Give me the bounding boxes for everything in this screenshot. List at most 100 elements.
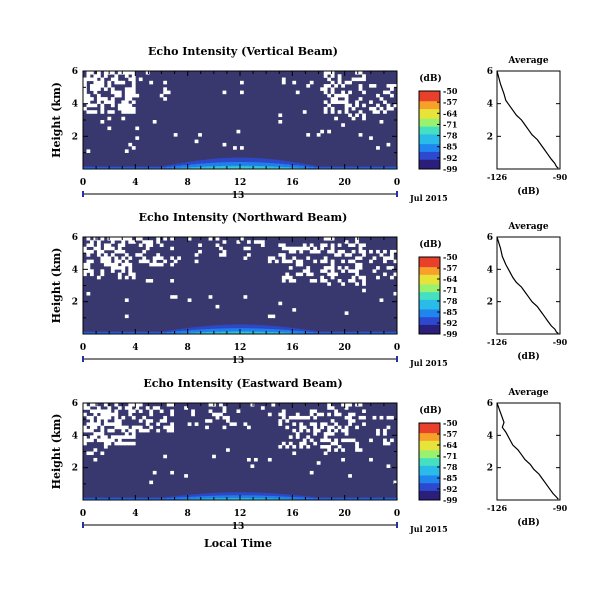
missing-cell: [330, 425, 335, 430]
colorbar-segment: [419, 484, 440, 488]
echo-cell: [166, 332, 172, 334]
missing-cell: [288, 279, 293, 283]
missing-cell: [114, 403, 119, 407]
missing-cell: [323, 259, 328, 264]
echo-cell: [289, 496, 295, 500]
echo-cell: [289, 330, 295, 334]
missing-cell: [170, 295, 175, 299]
colorbar-tick-label: -71: [443, 285, 457, 295]
missing-cell: [107, 428, 112, 433]
colorbar-segment: [419, 297, 440, 300]
echo-cell: [293, 330, 300, 334]
missing-cell: [344, 253, 349, 257]
echo-cell: [244, 328, 251, 334]
missing-cell: [351, 438, 356, 443]
missing-cell: [369, 84, 373, 88]
missing-cell: [281, 256, 286, 260]
missing-cell: [159, 419, 164, 423]
echo-cell: [156, 332, 163, 334]
echo-cell: [190, 496, 197, 500]
missing-cell: [306, 428, 311, 433]
missing-cell: [288, 441, 293, 446]
missing-cell: [341, 84, 345, 88]
missing-cell: [93, 84, 98, 88]
missing-cell: [285, 275, 290, 280]
colorbar-segment: [419, 131, 440, 135]
heatmap-field: [83, 237, 397, 334]
x-tick-label: 12: [234, 343, 247, 353]
missing-cell: [93, 409, 98, 413]
missing-cell: [299, 415, 304, 420]
missing-cell: [124, 237, 129, 241]
average-x-label: (dB): [517, 351, 539, 362]
missing-cell: [194, 422, 199, 426]
echo-cell: [230, 167, 236, 169]
missing-cell: [281, 275, 286, 280]
missing-cell: [330, 90, 335, 95]
echo-cell: [244, 167, 251, 169]
colorbar-segment: [419, 465, 440, 468]
missing-cell: [149, 419, 154, 423]
missing-cell: [341, 269, 345, 273]
missing-cell: [372, 110, 377, 114]
echo-cell: [181, 497, 187, 500]
x-axis: 0 4 8 12 16 20 0: [80, 237, 400, 353]
missing-cell: [372, 269, 377, 273]
missing-cell: [103, 74, 108, 78]
echo-cell: [200, 332, 207, 334]
echo-cell: [279, 329, 285, 334]
missing-cell: [327, 438, 332, 443]
y-tick-label: 6: [72, 67, 78, 77]
echo-cell: [171, 331, 177, 334]
echo-cell: [87, 498, 94, 500]
missing-cell: [194, 259, 199, 264]
missing-cell: [355, 445, 359, 449]
echo-cell: [259, 495, 266, 500]
missing-cell: [390, 106, 394, 111]
echo-cell: [235, 161, 241, 169]
missing-cell: [390, 249, 394, 254]
missing-cell: [362, 415, 366, 420]
missing-cell: [267, 412, 272, 417]
missing-cell: [379, 106, 384, 111]
missing-cell: [330, 259, 335, 264]
missing-cell: [135, 403, 140, 407]
missing-cell: [390, 84, 394, 88]
average-line: [496, 236, 559, 334]
missing-cell: [236, 129, 241, 134]
missing-cell: [327, 425, 332, 430]
missing-cell: [383, 428, 387, 433]
missing-cell: [285, 246, 290, 251]
missing-cell: [344, 97, 349, 101]
missing-cell: [390, 256, 394, 260]
missing-cell: [358, 97, 363, 101]
missing-cell: [376, 93, 380, 98]
colorbar-segment: [419, 314, 440, 318]
colorbar-segment: [419, 92, 440, 96]
missing-cell: [93, 457, 98, 462]
echo-cell: [136, 498, 143, 500]
missing-data: [83, 237, 398, 319]
missing-cell: [292, 451, 297, 456]
missing-cell: [96, 422, 101, 426]
missing-cell: [379, 253, 384, 257]
echo-cell: [269, 495, 275, 500]
echo-cell: [323, 167, 329, 169]
y-axis-label: Height (km): [50, 248, 63, 324]
missing-cell: [344, 240, 349, 244]
missing-cell: [309, 470, 314, 475]
missing-cell: [103, 419, 108, 423]
missing-cell: [355, 77, 359, 82]
missing-cell: [327, 403, 332, 407]
missing-cell: [107, 116, 112, 121]
missing-cell: [243, 256, 248, 260]
missing-cell: [348, 269, 352, 273]
colorbar-segment: [419, 308, 440, 312]
missing-cell: [208, 409, 213, 413]
missing-cell: [135, 237, 140, 241]
missing-cell: [222, 249, 227, 254]
missing-cell: [83, 403, 87, 407]
missing-cell: [152, 470, 157, 475]
missing-cell: [292, 249, 297, 254]
echo-cell: [318, 332, 325, 334]
